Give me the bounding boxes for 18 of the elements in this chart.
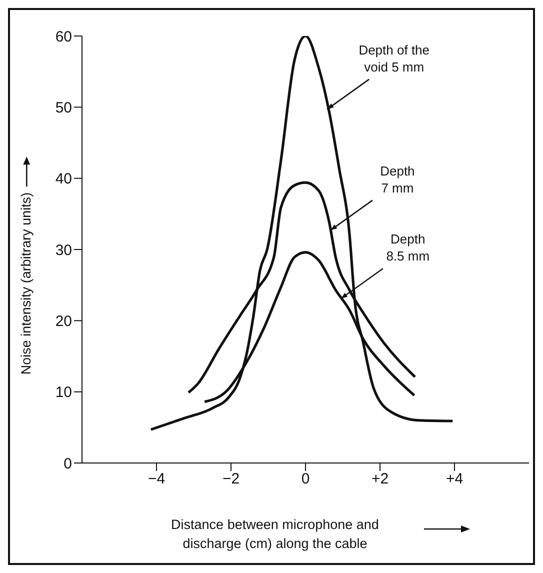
annotation: Depth 8.5 mm (386, 232, 430, 264)
y-tick-label: 60 (55, 28, 72, 46)
line-series (150, 36, 454, 431)
x-tick-label: +2 (371, 470, 389, 488)
x-tick-label: +4 (446, 470, 464, 488)
x-tick-label: 0 (301, 470, 310, 488)
y-axis-title: Noise intensity (arbitrary units) (18, 192, 34, 374)
y-tick-label: 50 (55, 99, 72, 116)
y-tick-label: 30 (55, 242, 72, 259)
x-tick-label: −2 (222, 470, 240, 488)
y-tick-label: 0 (64, 455, 72, 472)
x-axis-title: Distance between microphone and discharge (cm) along the cable (170, 516, 380, 553)
y-tick-label: 10 (55, 384, 72, 402)
y-tick-label: 40 (55, 170, 72, 188)
x-tick-label: −4 (148, 470, 166, 488)
y-tick-label: 20 (55, 312, 72, 330)
annotation: Depth of the void 5 mm (358, 42, 430, 74)
annotation: Depth 7 mm (380, 163, 415, 196)
